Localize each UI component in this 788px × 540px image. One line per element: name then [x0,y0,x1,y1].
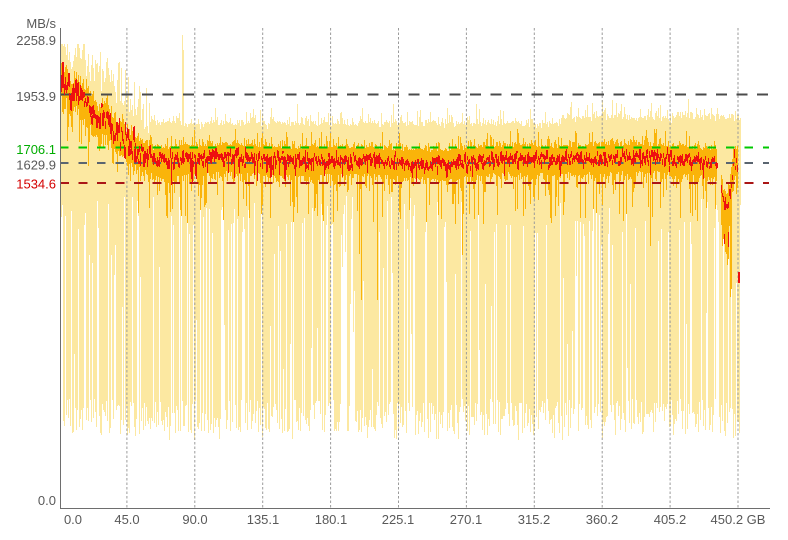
svg-text:180.1: 180.1 [315,512,348,527]
svg-text:0.0: 0.0 [38,493,56,508]
svg-text:1534.6: 1534.6 [16,177,56,192]
svg-text:225.1: 225.1 [382,512,415,527]
svg-text:450.2 GB: 450.2 GB [711,512,766,527]
svg-text:1953.9: 1953.9 [16,89,56,104]
svg-text:2258.9: 2258.9 [16,33,56,48]
svg-text:135.1: 135.1 [247,512,280,527]
svg-text:360.2: 360.2 [586,512,619,527]
svg-text:90.0: 90.0 [182,512,207,527]
svg-text:0.0: 0.0 [64,512,82,527]
svg-text:MB/s: MB/s [26,16,56,31]
svg-text:405.2: 405.2 [654,512,687,527]
svg-text:1706.1: 1706.1 [16,142,56,157]
svg-text:45.0: 45.0 [114,512,139,527]
svg-text:270.1: 270.1 [450,512,483,527]
svg-text:1629.9: 1629.9 [16,158,56,173]
svg-text:315.2: 315.2 [518,512,551,527]
